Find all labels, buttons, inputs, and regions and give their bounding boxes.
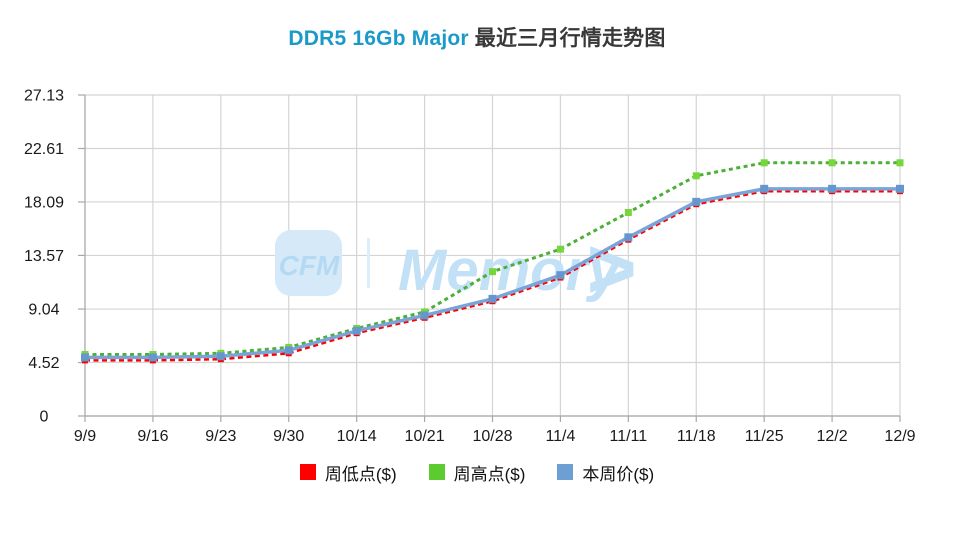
x-tick-label: 9/23: [205, 428, 236, 445]
x-tick-label: 9/16: [137, 428, 168, 445]
x-tick-label: 10/21: [405, 428, 445, 445]
series-marker-current-week: [624, 233, 633, 242]
x-tick-label: 9/30: [273, 428, 304, 445]
legend-item-week-high: 周高点($): [428, 460, 526, 485]
chart-title: DDR5 16Gb Major 最近三月行情走势图: [0, 22, 954, 52]
x-tick-label: 11/4: [545, 428, 575, 445]
series-marker-current-week: [692, 197, 701, 206]
series-marker-week-high: [896, 159, 904, 167]
legend-label-current-week: 本周价($): [582, 464, 655, 484]
series-marker-current-week: [216, 352, 225, 361]
watermark-cfm-text: CFM: [279, 250, 340, 281]
series-marker-current-week: [284, 346, 293, 355]
legend-swatch-current-week: [557, 464, 574, 480]
chart-title-suffix: 最近三月行情走势图: [474, 27, 666, 50]
series-marker-current-week: [81, 353, 89, 362]
y-tick-label: 0: [40, 409, 49, 426]
x-tick-label: 12/9: [884, 428, 915, 445]
y-tick-label: 27.13: [24, 88, 64, 105]
series-marker-current-week: [420, 311, 429, 320]
legend-item-current-week: 本周价($): [557, 460, 654, 485]
series-marker-current-week: [896, 184, 904, 193]
series-marker-current-week: [148, 353, 157, 362]
series-marker-week-high: [489, 268, 496, 276]
series-marker-week-high: [692, 172, 700, 180]
series-marker-current-week: [488, 294, 497, 303]
series-marker-current-week: [556, 271, 565, 280]
legend-item-week-low: 周低点($): [299, 460, 397, 485]
legend: 周低点($) 周高点($) 本周价($): [0, 458, 954, 486]
watermark-cfm-badge: [275, 230, 342, 296]
watermark-separator: [367, 238, 370, 288]
legend-swatch-week-low: [299, 464, 316, 480]
series-marker-week-high: [760, 159, 768, 167]
y-tick-label: 9.04: [28, 302, 59, 319]
legend-swatch-week-high: [428, 464, 445, 480]
x-tick-label: 11/25: [745, 428, 784, 445]
legend-label-week-low: 周低点($): [324, 464, 397, 484]
x-tick-label: 10/28: [472, 428, 512, 445]
series-marker-current-week: [352, 326, 361, 335]
series-marker-week-high: [556, 245, 564, 253]
x-tick-label: 11/11: [609, 428, 647, 445]
x-tick-label: 11/18: [677, 428, 716, 445]
legend-label-week-high: 周高点($): [453, 464, 526, 484]
series-marker-current-week: [828, 184, 837, 193]
x-tick-label: 9/9: [74, 428, 96, 445]
series-marker-week-high: [828, 159, 836, 167]
x-tick-label: 10/14: [337, 428, 377, 445]
series-marker-week-high: [624, 208, 632, 216]
y-tick-label: 18.09: [24, 194, 64, 211]
y-tick-label: 13.57: [24, 248, 64, 265]
series-marker-current-week: [760, 184, 769, 193]
chart-title-product: DDR5 16Gb Major: [288, 27, 469, 50]
x-tick-label: 12/2: [817, 428, 848, 445]
y-tick-label: 22.61: [24, 141, 64, 158]
y-tick-label: 4.52: [28, 355, 59, 372]
